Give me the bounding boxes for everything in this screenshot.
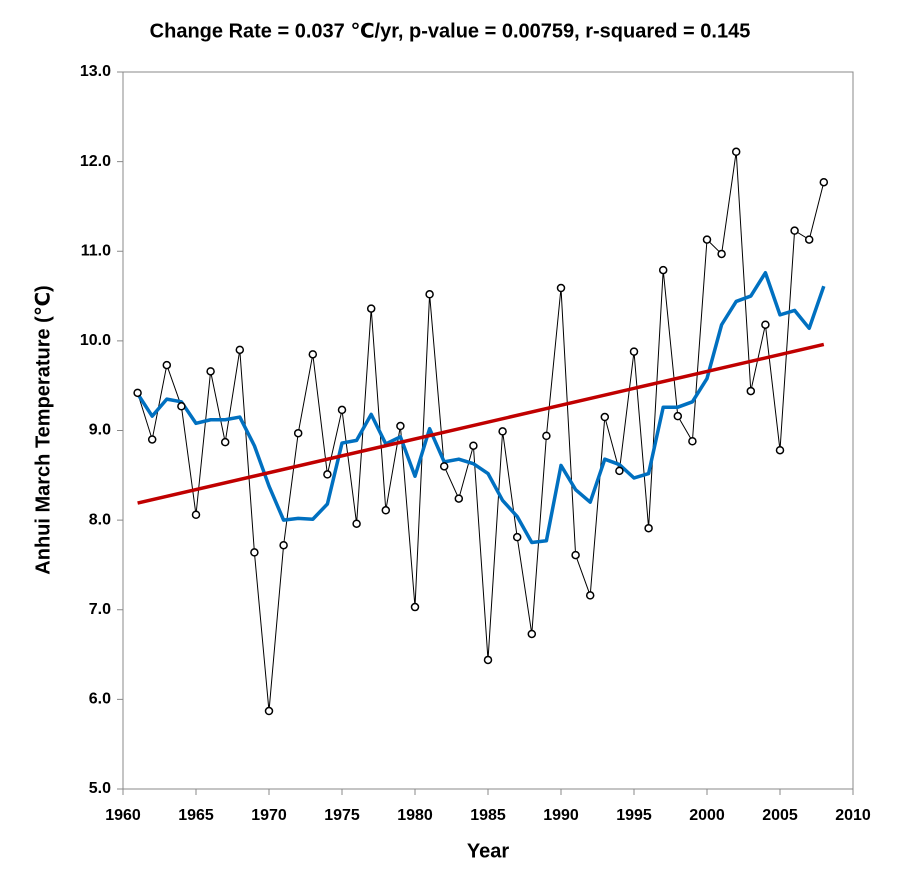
data-point [235,345,245,355]
trend-line [137,342,825,505]
data-point [439,462,449,471]
data-point [498,427,507,436]
chart-title: Change Rate = 0.037 ℃/yr, p-value = 0.00… [150,20,751,42]
y-tick-label: 10.0 [80,332,111,349]
data-point [366,304,376,313]
data-point [133,388,142,398]
x-tick-label: 1985 [470,807,506,824]
data-point [512,532,522,542]
y-tick-label: 7.0 [89,601,111,618]
data-point [323,470,332,479]
y-tick-label: 11.0 [81,242,111,259]
x-tick-label: 2010 [835,807,871,824]
data-point [673,411,683,421]
data-point [162,360,172,370]
data-point [761,320,770,329]
data-point [731,147,741,157]
x-tick-label: 1965 [178,807,214,824]
data-point [629,347,639,356]
data-point [250,548,259,557]
series-line [137,151,825,712]
data-point [644,523,653,533]
y-tick-label: 6.0 [89,691,111,708]
data-point [688,437,697,446]
data-point [542,431,551,441]
x-tick-label: 2005 [762,807,798,824]
data-point [702,235,712,244]
y-tick-label: 9.0 [89,422,111,439]
x-tick-label: 1970 [251,807,287,824]
data-point [220,437,230,447]
x-tick-label: 1980 [397,807,433,824]
y-tick-label: 5.0 [89,780,111,797]
data-point [527,629,537,639]
data-point [600,412,610,422]
data-point [775,445,785,455]
data-point [571,550,580,560]
data-point [804,235,814,244]
x-tick-label: 1995 [616,807,652,824]
data-point [381,506,391,515]
data-point [425,290,434,299]
y-tick-label: 8.0 [89,511,111,528]
y-axis-label: Anhui March Temperature (℃) [32,285,54,574]
data-point [469,441,478,450]
data-point [396,421,405,431]
plot-frame [122,71,854,790]
data-point [177,402,186,411]
x-tick-label: 2000 [689,807,725,824]
x-tick-label: 1990 [543,807,579,824]
x-tick-label: 1960 [105,807,141,824]
data-point [556,283,566,293]
data-point [746,386,756,396]
data-point [352,519,361,528]
data-point [658,265,668,275]
data-point [717,249,726,259]
data-point [790,226,799,235]
data-point [279,540,288,550]
data-point [410,602,420,612]
data-point [264,706,274,716]
data-point [206,367,215,376]
data-point [585,591,595,600]
data-point [191,510,201,519]
series-line [136,271,826,545]
x-tick-label: 1975 [324,807,360,824]
data-point [483,655,493,665]
x-axis-label: Year [467,840,509,862]
y-tick-label: 12.0 [80,153,111,170]
data-point [308,350,318,359]
data-point [337,405,347,415]
y-tick-label: 13.0 [80,63,111,80]
data-point [615,466,624,476]
data-point [454,494,464,503]
data-point [147,435,157,444]
data-point [293,428,303,438]
data-point [819,177,829,187]
